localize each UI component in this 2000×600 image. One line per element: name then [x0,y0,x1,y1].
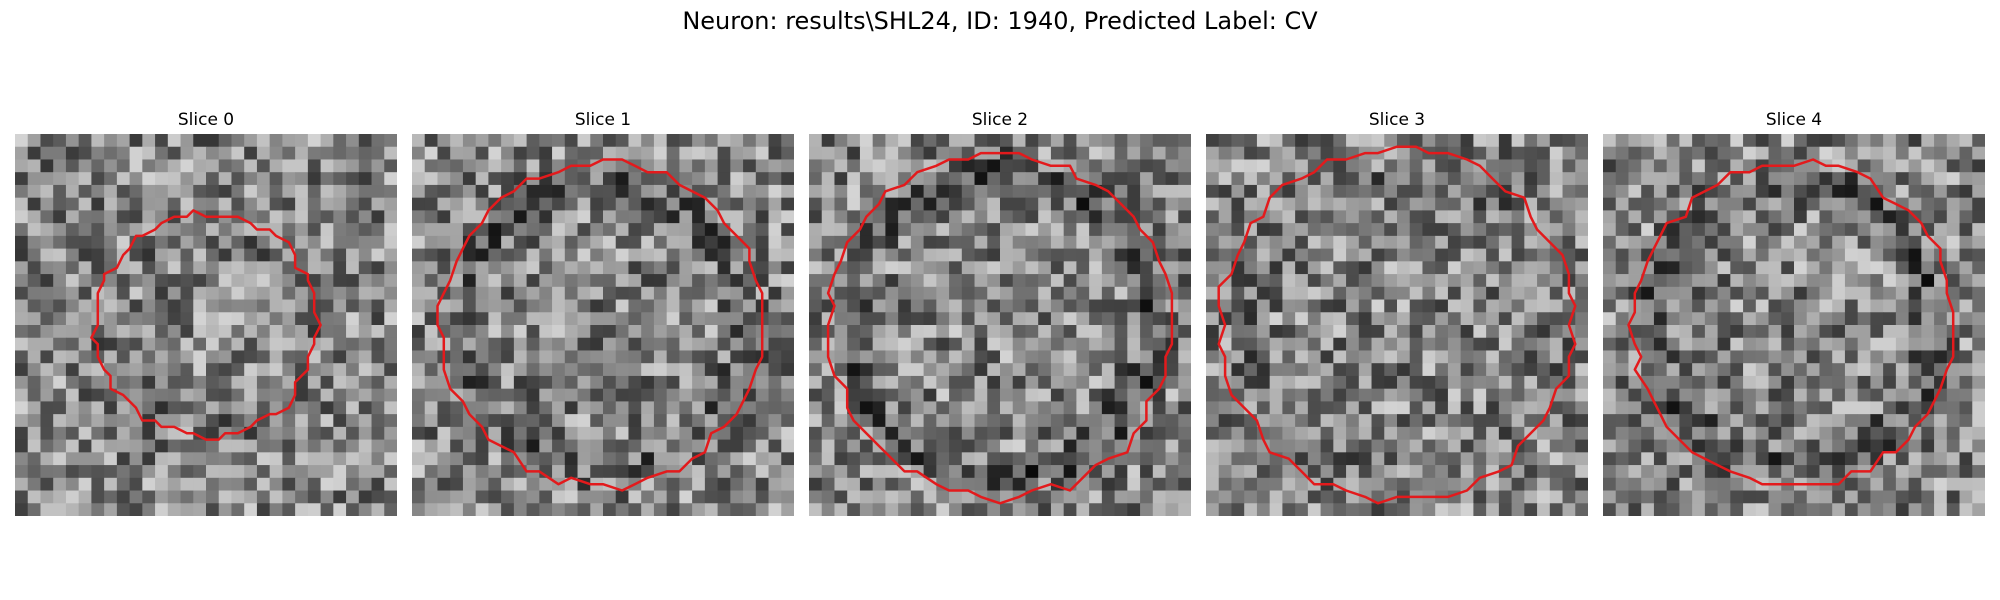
roi-contour [1627,158,1955,486]
slice-image-3 [1206,134,1588,516]
roi-contour [826,151,1174,505]
slice-title-4: Slice 4 [1765,110,1823,130]
slice-title-2: Slice 2 [971,110,1029,130]
figure-title: Neuron: results\SHL24, ID: 1940, Predict… [682,7,1318,35]
slice-title-1: Slice 1 [574,110,632,130]
slice-title-3: Slice 3 [1368,110,1426,130]
slice-pixels [1603,134,1985,516]
slice-pixels [15,134,397,516]
slice-pixels [809,134,1191,516]
slice-panel-1: Slice 1 [412,110,794,516]
slice-image-0 [15,134,397,516]
slice-panel-0: Slice 0 [15,110,397,516]
slice-panel-2: Slice 2 [809,110,1191,516]
roi-contour [1217,145,1577,505]
slice-image-1 [412,134,794,516]
slice-panel-4: Slice 4 [1603,110,1985,516]
slice-image-4 [1603,134,1985,516]
slice-image-2 [809,134,1191,516]
slice-pixels [1206,134,1588,516]
slice-title-0: Slice 0 [177,110,235,130]
slice-pixels [412,134,794,516]
roi-contour [436,158,764,492]
slice-panel-3: Slice 3 [1206,110,1588,516]
roi-contour [90,209,322,441]
